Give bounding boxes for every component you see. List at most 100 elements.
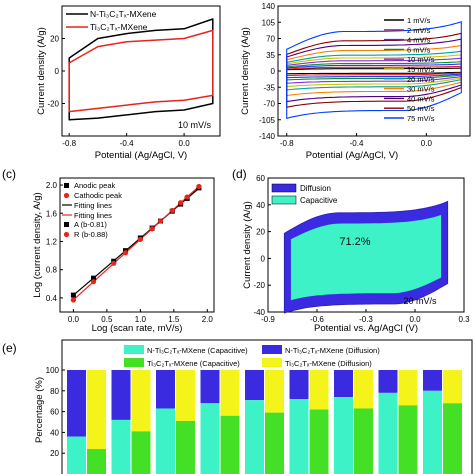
panel-c-frame <box>59 177 215 313</box>
legend-label-rate: 1 mV/s <box>407 16 431 25</box>
panel-b-xtick-label: -0.8 <box>280 139 294 148</box>
cathodic-point <box>169 207 175 214</box>
legend-label-rate: 4 mV/s <box>407 36 431 45</box>
bar-n-capacitive <box>67 436 86 474</box>
legend-label-rate: 50 mV/s <box>407 104 435 113</box>
cathodic-point <box>184 194 190 200</box>
panel-b-ytick-label: -70 <box>263 100 275 109</box>
bar-t-diffusion <box>265 370 284 413</box>
panel-d-xlabel: Potential vs. Ag/AgCl (V) <box>314 323 418 334</box>
bar-n-diffusion <box>378 370 398 393</box>
cv-curve-rate <box>286 63 462 79</box>
legend-label-a: A (b-0.81) <box>74 220 107 229</box>
panel-c-label: (c) <box>2 167 16 181</box>
panel-d-ticks: -0.9 -0.6 -0.3 0.0 0.3 -40 -20 0 20 40 60 <box>253 174 470 324</box>
panel-a-xtick-label: -0.4 <box>120 139 134 148</box>
legend-marker-r <box>63 231 70 238</box>
anodic-point <box>91 275 97 281</box>
legend-marker-cathodic <box>63 192 70 199</box>
bar-t-capacitive <box>443 403 462 474</box>
cathodic-point <box>70 297 76 303</box>
bar-t-diffusion <box>443 370 462 404</box>
legend-label-rate: 6 mV/s <box>407 45 431 54</box>
panel-a-ytick-label: 20 <box>50 35 59 44</box>
panel-b-ytick-label: 140 <box>262 2 276 11</box>
panel-a-annotation: 10 mV/s <box>178 120 212 130</box>
bar-t-diffusion <box>309 370 329 410</box>
panel-b-ylabel: Current density (A/g) <box>240 27 251 115</box>
panel-a-ylabel: Current density (A/g) <box>36 27 47 115</box>
panel-e: (e) 20 40 60 80 100 N-Ti₃C₂Tₓ-MXene (Capacit… <box>2 339 473 474</box>
panel-d-xtick-label: -0.3 <box>359 315 373 324</box>
panel-a-xtick-label: -0.8 <box>62 139 76 148</box>
panel-e-legend: N-Ti₃C₂Tₓ-MXene (Capacitive) N-Ti₃C₂Tₓ-M… <box>124 345 380 368</box>
panel-c-plot <box>70 183 202 303</box>
panel-c-xlabel: Log (scan rate, mV/s) <box>92 323 183 334</box>
legend-label-rate: 10 mV/s <box>407 55 435 64</box>
legend-label-rate: 15 mV/s <box>407 65 435 74</box>
cathodic-point <box>149 226 155 232</box>
legend-label-rate: 2 mV/s <box>407 26 431 35</box>
legend-marker-anodic <box>64 183 69 188</box>
cathodic-point <box>122 250 129 256</box>
panel-c-xtick-label: 2.0 <box>202 315 214 324</box>
legend-label-n: N-Ti₃C₂Tₓ-MXene <box>90 9 157 19</box>
cathodic-point <box>137 236 143 242</box>
bar-t-capacitive <box>398 405 418 474</box>
bar-n-diffusion <box>289 370 309 400</box>
panel-d-xtick-label: 0.3 <box>458 315 470 324</box>
panel-b-ytick-label: 105 <box>262 18 276 27</box>
panel-e-ytick-label: 60 <box>50 408 59 417</box>
bar-n-capacitive <box>289 399 309 474</box>
panel-d-ytick-label: 40 <box>256 201 265 210</box>
panel-b-ytick-label: -105 <box>259 116 276 125</box>
bar-t-diffusion <box>354 370 373 409</box>
panel-b-xlabel: Potential (Ag/AgCl, V) <box>306 150 398 161</box>
panel-c-ytick-label: 0.4 <box>46 294 58 303</box>
bar-t-capacitive <box>87 449 106 474</box>
panel-d-ytick-label: 20 <box>256 228 265 237</box>
cathodic-point <box>157 218 164 224</box>
bar-n-capacitive <box>156 408 175 474</box>
bar-n-diffusion <box>245 370 264 401</box>
legend-label-diffusion: Diffusion <box>300 184 331 193</box>
panel-d-ylabel: Current density (A/g) <box>242 201 253 289</box>
panel-d-ytick-label: -40 <box>253 308 265 317</box>
capacitive-area <box>290 214 442 301</box>
capacitive-percent: 71.2% <box>339 236 370 248</box>
panel-e-ytick-label: 100 <box>46 366 60 375</box>
legend-label-n-cap: N-Ti₃C₂Tₓ-MXene (Capacitive) <box>147 346 248 355</box>
panel-a-xtick-label: 0.0 <box>179 139 191 148</box>
panel-e-bars <box>67 370 462 474</box>
bar-n-capacitive <box>423 390 442 474</box>
bar-t-diffusion <box>131 370 151 432</box>
legend-label-t: Ti₃C₂Tₓ-MXene <box>90 22 148 32</box>
bar-t-capacitive <box>176 420 195 474</box>
panel-d-ytick-label: -20 <box>253 281 265 290</box>
bar-n-diffusion <box>156 370 175 409</box>
panel-e-label: (e) <box>2 341 17 355</box>
panel-b-ytick-label: 35 <box>266 51 275 60</box>
anodic-point <box>70 292 76 298</box>
bar-n-diffusion <box>67 370 86 437</box>
panel-d-xtick-label: -0.9 <box>261 315 275 324</box>
legend-label-rate: 30 mV/s <box>407 85 435 94</box>
cv-curve-n <box>68 18 214 121</box>
legend-label-rate: 75 mV/s <box>407 114 435 123</box>
panel-b-frame <box>277 5 471 137</box>
panel-b-ytick-label: 0 <box>271 67 276 76</box>
panel-b-ticks: -0.8 -0.4 0.0 -140 -105 -70 -35 0 35 70 105 140 <box>259 2 432 148</box>
panel-c-ytick-label: 0.8 <box>46 266 58 275</box>
bar-n-capacitive <box>245 400 264 474</box>
bar-t-capacitive <box>220 415 240 474</box>
panel-c-ticks: 0.0 0.5 1.0 1.5 2.0 0.4 0.8 1.2 1.6 2.0 <box>46 181 214 324</box>
panel-a-curves <box>68 18 214 121</box>
bar-n-diffusion <box>423 370 442 391</box>
panel-b-xtick-label: -0.4 <box>350 139 364 148</box>
legend-label-t-cap: Ti₃C₂Tₓ-MXene (Capacitive) <box>147 359 240 368</box>
panel-a-ticks: -0.8 -0.4 0.0 -20 0 20 <box>47 35 190 149</box>
bar-t-diffusion <box>176 370 195 421</box>
cv-curve-t <box>68 29 214 113</box>
legend-swatch-t-dif <box>262 358 282 367</box>
